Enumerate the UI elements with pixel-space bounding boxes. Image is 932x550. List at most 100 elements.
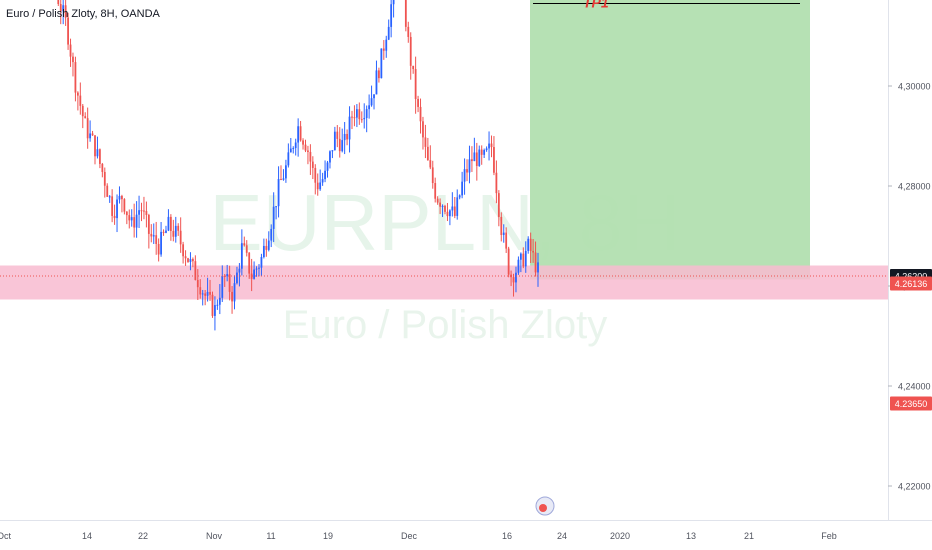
candle-body — [355, 109, 358, 118]
candle-body — [412, 65, 415, 70]
candle-body — [488, 143, 490, 149]
candle-body — [529, 238, 532, 251]
candle-body — [434, 183, 437, 199]
candle-body — [346, 133, 348, 140]
candle-body — [108, 196, 111, 198]
x-tick-label: 19 — [323, 531, 333, 541]
candle-body — [326, 162, 329, 171]
candle-body — [91, 133, 94, 136]
candle-body — [206, 291, 209, 296]
candle-body — [157, 243, 160, 255]
candle-body — [436, 198, 439, 203]
candle-body — [390, 4, 393, 27]
price-badge-label: 4.26136 — [895, 279, 928, 289]
candle-body — [236, 272, 238, 284]
candle-body — [64, 5, 67, 18]
watermark-description: Euro / Polish Zloty — [283, 303, 608, 347]
candle-body — [515, 272, 517, 283]
candle-body — [527, 238, 530, 251]
price-badge — [890, 396, 932, 411]
x-tick-label: 24 — [557, 531, 567, 541]
candle-body — [211, 294, 214, 316]
candle-body — [522, 253, 525, 267]
candle-body — [404, 0, 407, 27]
candle-body — [441, 205, 444, 207]
candle-body — [480, 149, 483, 155]
chart-title: Euro / Polish Zloty, 8H, OANDA — [6, 8, 160, 20]
candle-body — [277, 179, 280, 207]
candle-body — [248, 252, 251, 274]
candle-body — [182, 244, 185, 257]
candle-body — [280, 179, 282, 181]
candle-body — [324, 170, 326, 180]
candle-body — [360, 119, 363, 121]
candle-body — [118, 195, 121, 200]
candle-body — [177, 225, 180, 231]
candle-body — [228, 274, 231, 292]
candle-body — [289, 148, 292, 153]
candle-body — [270, 228, 273, 241]
candle-body — [204, 293, 207, 296]
candle-body — [128, 215, 131, 221]
candle-body — [133, 217, 136, 228]
tp1-label: TP1 — [583, 0, 609, 11]
candle-body — [419, 106, 422, 122]
x-tick-label: 14 — [82, 531, 92, 541]
candle-body — [368, 105, 371, 110]
candle-body — [265, 245, 268, 250]
candle-body — [103, 171, 106, 186]
candle-body — [333, 131, 336, 151]
candle-body — [253, 269, 255, 279]
candle-body — [196, 279, 199, 288]
candle-body — [453, 206, 456, 216]
candle-body — [297, 126, 300, 143]
candle-body — [336, 131, 339, 139]
candle-body — [81, 105, 84, 117]
x-tick-label: Nov — [206, 531, 223, 541]
candle-body — [250, 273, 253, 279]
candle-body — [510, 274, 512, 278]
candle-body — [348, 116, 351, 140]
candle-body — [152, 235, 155, 237]
candle-body — [96, 149, 99, 157]
candle-body — [311, 161, 314, 168]
candle-body — [294, 142, 297, 149]
candle-body — [468, 159, 471, 173]
candle-body — [429, 160, 432, 168]
candle-body — [123, 199, 126, 212]
x-tick-label: 16 — [502, 531, 512, 541]
candle-body — [162, 231, 165, 233]
candle-body — [319, 182, 322, 190]
candle-body — [218, 297, 221, 305]
candle-body — [456, 197, 459, 216]
candle-body — [458, 195, 461, 198]
candle-body — [409, 36, 412, 66]
candle-body — [370, 98, 373, 106]
candle-body — [135, 214, 138, 228]
candle-body — [446, 211, 449, 217]
candle-body — [69, 44, 72, 57]
support-zone — [0, 265, 888, 300]
candle-body — [179, 230, 182, 245]
candle-body — [140, 210, 143, 212]
candle-body — [490, 143, 493, 148]
candle-body — [505, 232, 508, 249]
x-tick-label: Oct — [0, 531, 11, 541]
candle-body — [343, 133, 346, 141]
candle-body — [255, 268, 258, 270]
x-tick-label: Feb — [821, 531, 837, 541]
target-zone — [530, 0, 810, 280]
candle-body — [155, 235, 158, 244]
candle-body — [113, 215, 116, 219]
candle-body — [145, 211, 148, 215]
candle-body — [507, 248, 510, 275]
candle-body — [79, 95, 82, 106]
x-tick-label: 22 — [138, 531, 148, 541]
candle-body — [353, 117, 356, 119]
y-tick-label: 4,22000 — [898, 482, 931, 492]
candle-body — [172, 230, 175, 237]
candle-body — [537, 262, 539, 273]
